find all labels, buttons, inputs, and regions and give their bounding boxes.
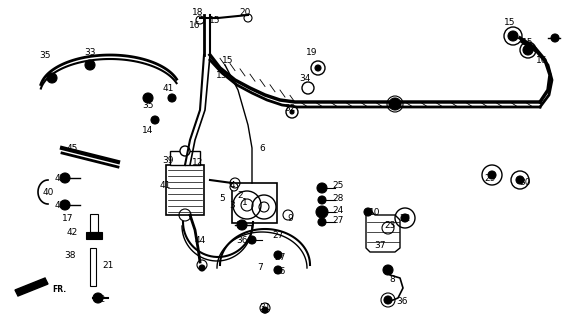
Text: 8: 8: [389, 276, 395, 284]
Bar: [170, 151, 200, 165]
Circle shape: [316, 206, 328, 218]
Text: 7: 7: [257, 263, 263, 273]
Circle shape: [401, 214, 409, 222]
Text: 36: 36: [236, 236, 248, 244]
Text: 15: 15: [522, 37, 534, 46]
Text: 34: 34: [299, 74, 311, 83]
Text: 26: 26: [275, 268, 285, 276]
Text: 19: 19: [306, 47, 318, 57]
Circle shape: [274, 251, 282, 259]
Circle shape: [290, 110, 294, 114]
Bar: [90, 248, 96, 286]
Text: 31: 31: [259, 303, 271, 313]
Text: 14: 14: [142, 125, 154, 134]
Circle shape: [230, 183, 238, 191]
Circle shape: [315, 65, 321, 71]
Text: FR.: FR.: [52, 284, 66, 293]
Text: 41: 41: [162, 84, 174, 92]
Bar: [232, 183, 277, 223]
Circle shape: [523, 45, 533, 55]
Bar: [90, 214, 98, 232]
Circle shape: [199, 265, 205, 271]
Circle shape: [248, 236, 256, 244]
Text: 25: 25: [332, 180, 344, 189]
Text: 23: 23: [384, 220, 396, 229]
Text: 43: 43: [54, 173, 66, 182]
Text: 2: 2: [237, 190, 243, 199]
Text: 30: 30: [519, 178, 531, 187]
Text: 35: 35: [142, 100, 154, 109]
Circle shape: [384, 296, 392, 304]
Text: 27: 27: [332, 215, 344, 225]
Circle shape: [318, 218, 326, 226]
Text: 21: 21: [102, 260, 114, 269]
Text: 45: 45: [66, 143, 78, 153]
Text: 15: 15: [505, 18, 516, 27]
Text: 13: 13: [216, 70, 228, 79]
Text: 24: 24: [332, 205, 344, 214]
Text: 32: 32: [284, 103, 296, 113]
Text: 16: 16: [536, 55, 548, 65]
Circle shape: [196, 16, 204, 24]
Circle shape: [180, 146, 190, 156]
Circle shape: [274, 266, 282, 274]
Text: 5: 5: [219, 194, 225, 203]
Text: 42: 42: [94, 295, 106, 305]
Text: 33: 33: [84, 47, 96, 57]
Text: 22: 22: [399, 213, 411, 222]
Text: 27: 27: [272, 230, 284, 239]
Text: 29: 29: [484, 173, 496, 182]
Text: 28: 28: [332, 194, 344, 203]
Circle shape: [318, 196, 326, 204]
Circle shape: [151, 116, 159, 124]
Circle shape: [93, 293, 103, 303]
Circle shape: [383, 265, 393, 275]
Circle shape: [488, 171, 496, 179]
Circle shape: [389, 98, 401, 110]
Text: 40: 40: [42, 188, 54, 196]
Circle shape: [168, 94, 176, 102]
Circle shape: [551, 34, 559, 42]
Circle shape: [508, 31, 518, 41]
Text: 39: 39: [162, 156, 174, 164]
Text: 4: 4: [229, 180, 235, 189]
Circle shape: [317, 183, 327, 193]
Text: 37: 37: [374, 241, 386, 250]
Circle shape: [364, 208, 372, 216]
Circle shape: [60, 173, 70, 183]
Text: 3: 3: [229, 201, 235, 210]
Text: 35: 35: [39, 51, 51, 60]
Circle shape: [47, 73, 57, 83]
Text: 42: 42: [66, 228, 78, 236]
Text: 17: 17: [62, 213, 74, 222]
Text: 15: 15: [223, 55, 234, 65]
Text: 10: 10: [370, 207, 381, 217]
Text: 16: 16: [189, 20, 201, 29]
Text: 1: 1: [242, 197, 248, 206]
Bar: [166, 165, 204, 215]
Circle shape: [516, 176, 524, 184]
Text: 15: 15: [209, 15, 221, 25]
Polygon shape: [15, 278, 48, 296]
Circle shape: [143, 93, 153, 103]
Circle shape: [85, 60, 95, 70]
Text: 27: 27: [275, 253, 285, 262]
Text: 9: 9: [287, 213, 293, 222]
Circle shape: [60, 200, 70, 210]
Text: 43: 43: [54, 201, 66, 210]
Text: 36: 36: [396, 298, 408, 307]
Text: 20: 20: [239, 7, 251, 17]
Bar: [86, 232, 102, 239]
Circle shape: [262, 307, 268, 313]
Text: 18: 18: [192, 7, 204, 17]
Text: 41: 41: [160, 180, 170, 189]
Text: 38: 38: [64, 251, 76, 260]
Text: 11: 11: [236, 220, 248, 229]
Text: 6: 6: [259, 143, 265, 153]
Text: 44: 44: [194, 236, 205, 244]
Text: 12: 12: [192, 157, 204, 166]
Circle shape: [237, 220, 247, 230]
